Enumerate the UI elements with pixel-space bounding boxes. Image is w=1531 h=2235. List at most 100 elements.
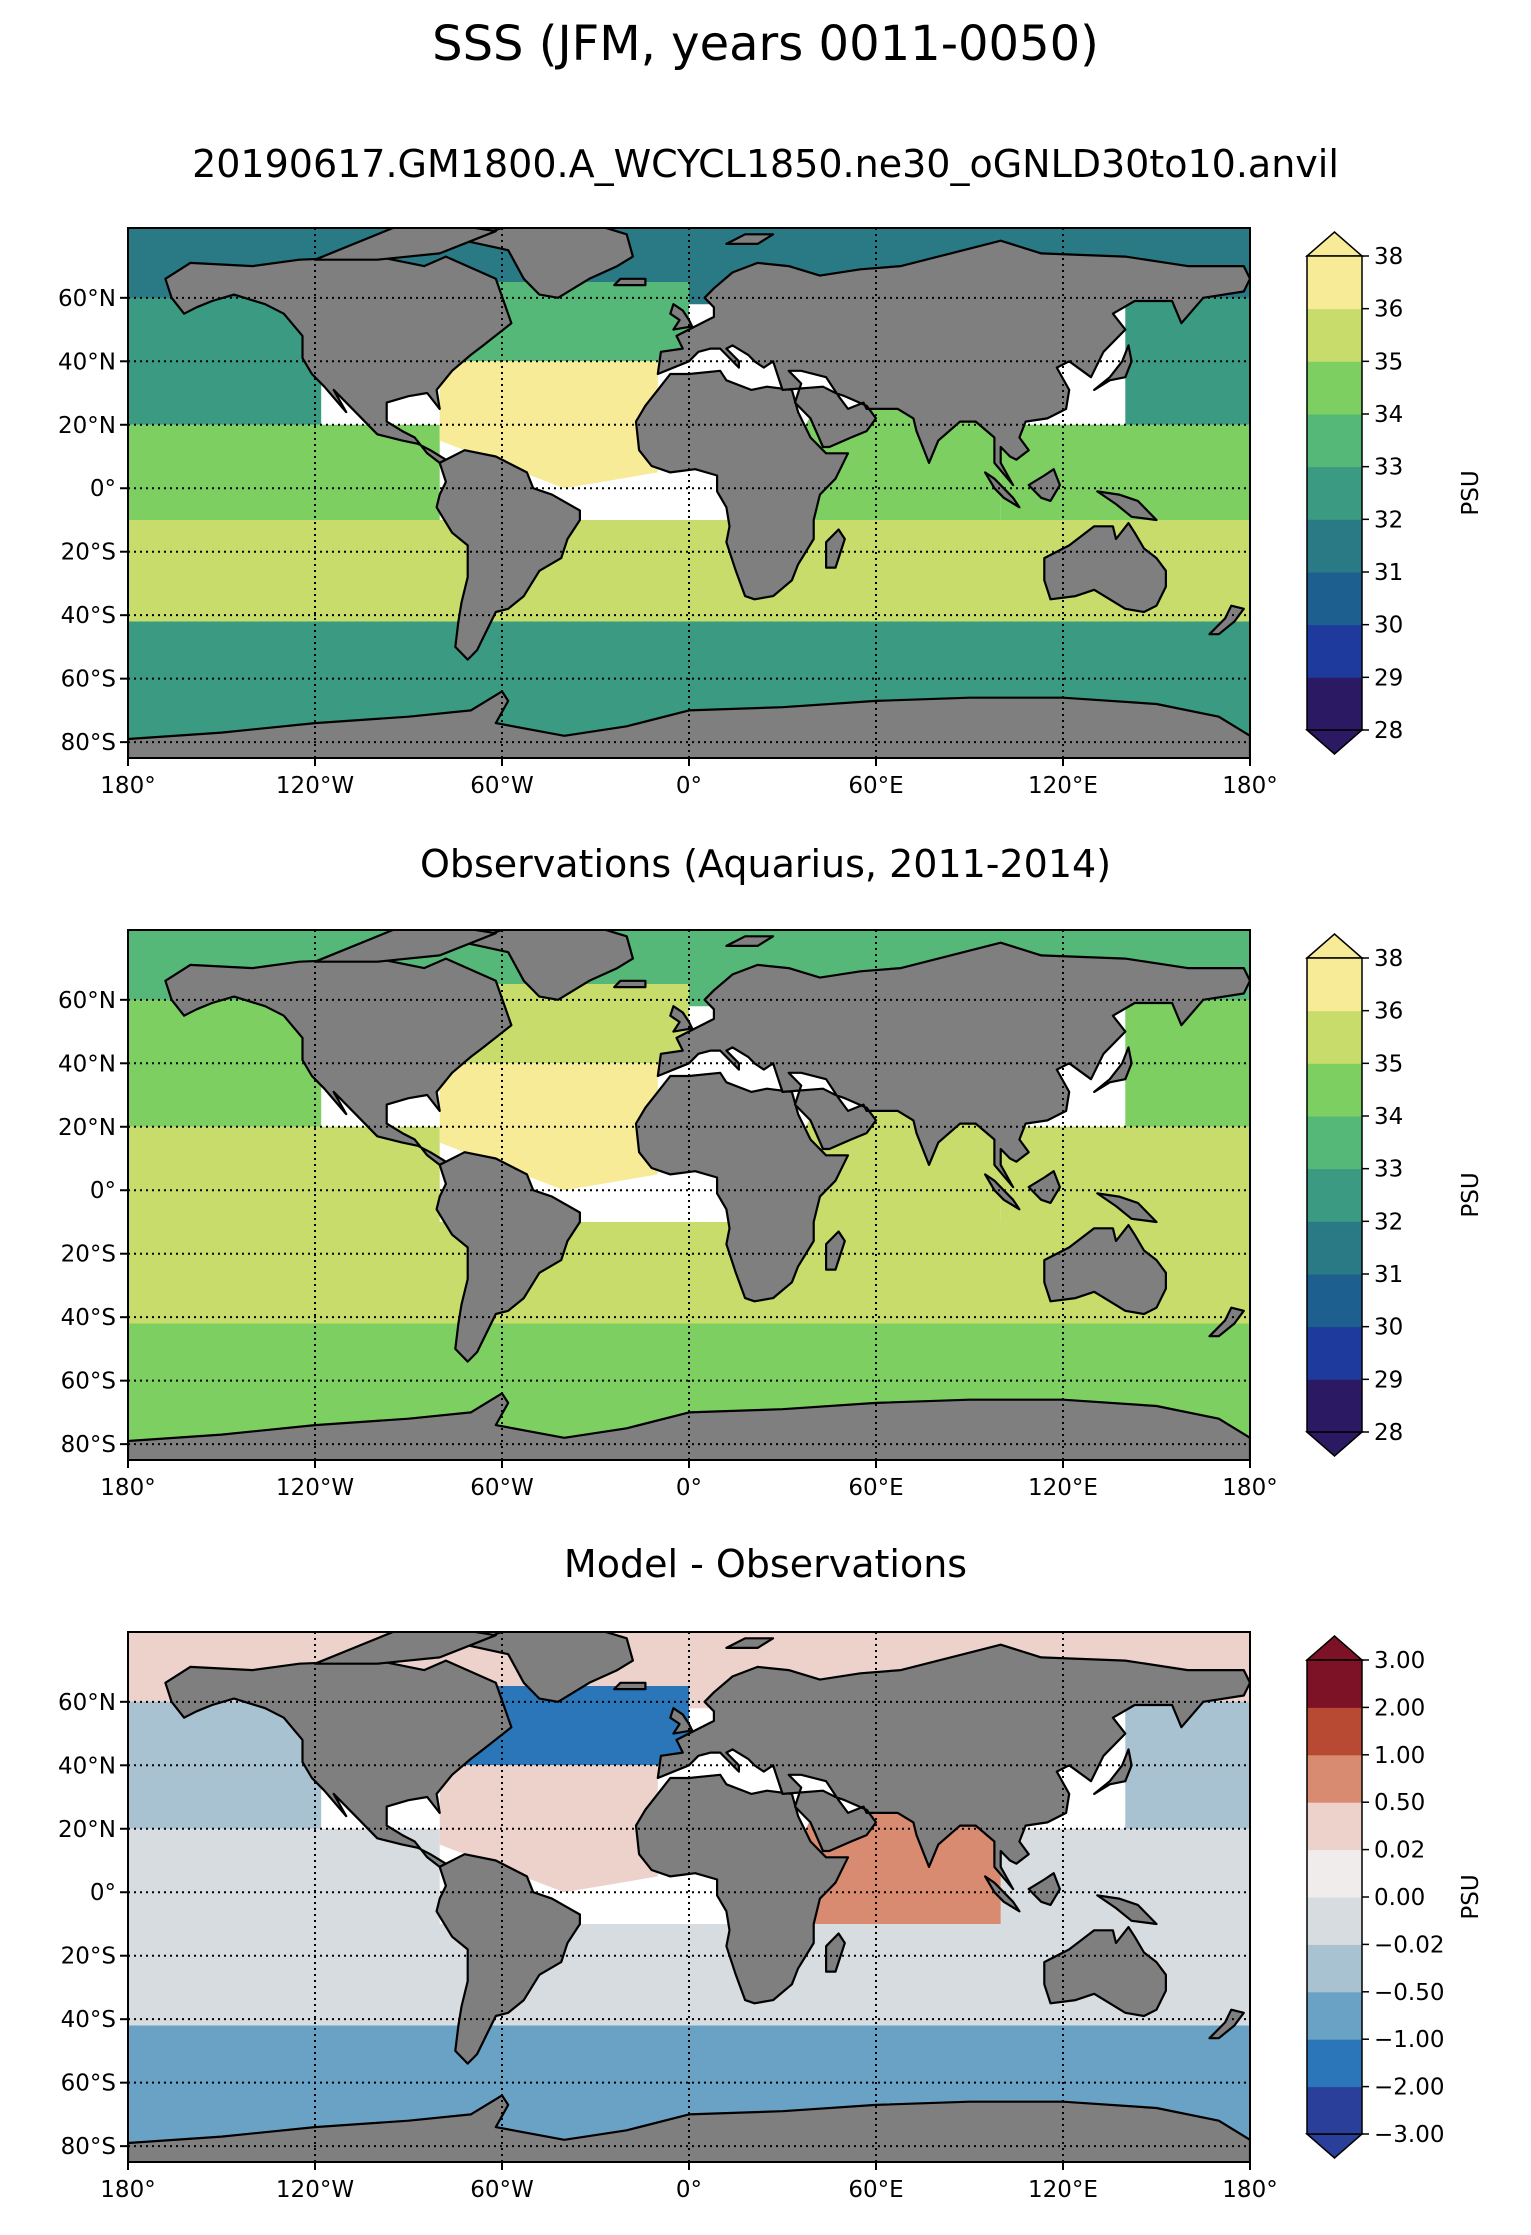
colorbar-tick-label: 31 [1374,560,1403,586]
land-new-zealand [1208,2008,1245,2040]
colorbar-swatch [1307,1944,1362,1993]
xtick-label: 180° [100,773,155,799]
ytick-label: 80°S [61,2134,116,2160]
field-region-north-pacific [128,1701,1250,1829]
xtick-label: 120°E [1028,2177,1098,2203]
colorbar-tick-label: 33 [1374,455,1403,481]
colorbar-swatch [1307,958,1362,1012]
land-iceland [613,277,647,287]
colorbar-tick-label: 34 [1374,402,1403,428]
land-greenland [463,1632,635,1703]
land-uk [669,1707,694,1735]
colorbar-swatch [1307,2086,1362,2135]
xtick-label: 120°W [276,1475,354,1501]
xtick-label: 180° [1222,773,1277,799]
colorbar-swatch [1307,624,1362,678]
colorbar-tick-label: 0.02 [1374,1838,1425,1864]
xtick-label: 0° [676,1475,702,1501]
ytick-label: 80°S [61,1432,116,1458]
xtick-label: 120°E [1028,1475,1098,1501]
colorbar-tick-label: 35 [1374,349,1403,375]
colorbar-tick-label: 31 [1374,1262,1403,1288]
colorbar-tick-label: 35 [1374,1051,1403,1077]
land-borneo [1027,468,1062,502]
xtick-label: 60°E [848,1475,903,1501]
land-sumatra [983,1173,1021,1211]
colorbar-extend-min [1305,729,1364,755]
ytick-label: 20°S [61,1242,116,1268]
land-arctic-islands [313,930,497,963]
land-uk [669,1005,694,1033]
ytick-label: 80°S [61,730,116,756]
colorbar-swatch [1307,308,1362,362]
land-south-america [435,1151,582,1363]
colorbar-swatch [1307,414,1362,468]
xtick-label: 180° [1222,1475,1277,1501]
field-region-north-pacific [128,297,1250,425]
colorbar-tick-label: 36 [1374,999,1403,1025]
map-panel-3: 60°N 40°N 20°N 0° 20°S 40°S 60°S 80°S 180° 120°W 6… [58,1631,1484,2203]
land-new-guinea [1096,490,1158,522]
colorbar-tick-label: 36 [1374,297,1403,323]
xtick-label: 60°E [848,773,903,799]
colorbar-tick-label: 3.00 [1374,1648,1425,1674]
colorbar-swatch [1307,1168,1362,1222]
colorbar-swatch [1307,1010,1362,1064]
xtick-label: 60°E [848,2177,903,2203]
field-region-north-pacific [128,999,1250,1127]
land-japan [1093,1748,1133,1796]
land-australia [1043,1223,1168,1316]
ytick-label: 0° [90,1880,116,1906]
colorbar-swatch [1307,1754,1362,1803]
land-sumatra [983,471,1021,509]
colorbar-swatch [1307,466,1362,520]
ytick-label: 60°S [61,2071,116,2097]
colorbar-extend-min [1305,2133,1364,2159]
ytick-label: 40°S [61,1305,116,1331]
xtick-label: 0° [676,2177,702,2203]
ytick-label: 40°S [61,2007,116,2033]
land-eurasia [656,239,1250,487]
colorbar: −3.00 −2.00 −1.00 −0.50 −0.02 0.00 0.02 0.50 1.0… [1305,1635,1484,2159]
colorbar-frame [1306,255,1363,731]
land-svalbard [725,233,775,245]
colorbar-swatch [1307,1221,1362,1275]
land-iceland [613,979,647,989]
land-madagascar [824,1932,846,1973]
field-region-tropical-pacific [128,1828,1250,1924]
colorbar-swatch [1307,1063,1362,1117]
colorbar-swatch [1307,1116,1362,1170]
colorbar-tick-label: 30 [1374,1315,1403,1341]
colorbar-tick-label: 30 [1374,613,1403,639]
colorbar-tick-label: 38 [1374,946,1403,972]
land-eurasia [656,941,1250,1189]
xtick-label: 180° [100,2177,155,2203]
colorbar-tick-label: 28 [1374,1420,1403,1446]
map-panel-1: 60°N 40°N 20°N 0° 20°S 40°S 60°S 80°S 180° 120°W 6… [58,227,1484,799]
land-borneo [1027,1170,1062,1205]
xtick-label: 60°W [470,2177,534,2203]
colorbar-swatch [1307,1897,1362,1945]
colorbar-extend-max [1305,1635,1364,1661]
colorbar-tick-label: 33 [1374,1157,1403,1183]
land-madagascar [824,1230,846,1271]
field-region-tropical-pacific [128,1126,1250,1222]
land-eurasia [656,1643,1250,1891]
land-arctic-islands [313,228,497,261]
ytick-label: 40°S [61,603,116,629]
map-panel-2: 60°N 40°N 20°N 0° 20°S 40°S 60°S 80°S 180° 120°W 6… [58,929,1484,1501]
land-svalbard [725,1637,775,1650]
colorbar-tick-label: 0.50 [1374,1790,1425,1816]
panel-3-title: Model - Observations [563,1542,968,1586]
land-south-america [435,449,582,661]
colorbar-tick-label: −1.00 [1374,2027,1444,2053]
colorbar-tick-label: 28 [1374,718,1403,744]
colorbar-tick-label: 2.00 [1374,1695,1425,1721]
colorbar-swatch [1307,1849,1362,1898]
land-south-america [435,1853,582,2065]
figure-suptitle: SSS (JFM, years 0011-0050) [432,16,1099,72]
colorbar-swatch [1307,572,1362,626]
colorbar: 28 29 30 31 32 33 34 35 36 38 PSU [1305,231,1484,755]
land-greenland [463,930,635,1001]
colorbar-unit-label: PSU [1458,470,1484,515]
